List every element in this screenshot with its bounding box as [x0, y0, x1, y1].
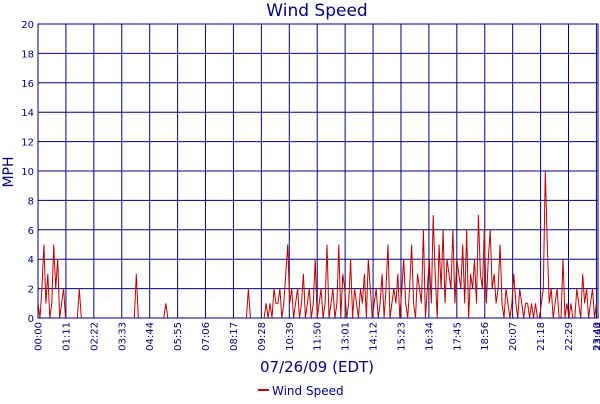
- x-tick-label: 11:50: [313, 322, 324, 351]
- x-tick-label: 00:00: [34, 322, 45, 351]
- x-tick-label: 09:28: [257, 322, 268, 351]
- y-tick-label: 14: [21, 108, 34, 119]
- y-tick-label: 2: [28, 285, 34, 296]
- x-tick-label: 15:23: [396, 322, 407, 351]
- x-tick-label: 07:06: [201, 322, 212, 351]
- y-tick-label: 20: [21, 20, 34, 31]
- x-tick-label: 03:33: [117, 322, 128, 351]
- legend-label-wind-speed: Wind Speed: [272, 384, 344, 398]
- y-tick-label: 16: [21, 79, 34, 90]
- y-tick-label: 10: [21, 167, 34, 178]
- x-tick-label: 10:39: [285, 322, 296, 351]
- x-tick-label: 04:44: [145, 322, 156, 351]
- x-tick-label: 13:01: [341, 322, 352, 351]
- y-tick-label: 12: [21, 138, 34, 149]
- y-tick-label: 4: [28, 255, 34, 266]
- x-tick-label: 21:18: [536, 322, 547, 351]
- x-tick-label: 05:55: [173, 322, 184, 351]
- y-axis-label: MPH: [1, 156, 17, 187]
- x-tick-label: 08:17: [229, 322, 240, 351]
- x-tick-label: 01:11: [61, 322, 72, 351]
- x-tick-label: 20:07: [508, 322, 519, 351]
- x-tick-label: 14:12: [369, 322, 380, 351]
- chart-title: Wind Speed: [266, 1, 367, 21]
- x-tick-label: 18:56: [480, 322, 491, 351]
- x-tick-label: 17:45: [452, 322, 463, 351]
- y-tick-label: 18: [21, 49, 34, 60]
- y-tick-label: 6: [28, 226, 34, 237]
- x-tick-label: 02:22: [89, 322, 100, 351]
- x-axis-label: 07/26/09 (EDT): [260, 358, 374, 376]
- x-tick-label: 22:29: [564, 322, 575, 351]
- legend: Wind Speed: [258, 384, 344, 398]
- y-tick-label: 8: [28, 196, 34, 207]
- x-tick-label: 16:34: [424, 322, 435, 351]
- x-tick-label: 23:44: [594, 322, 600, 351]
